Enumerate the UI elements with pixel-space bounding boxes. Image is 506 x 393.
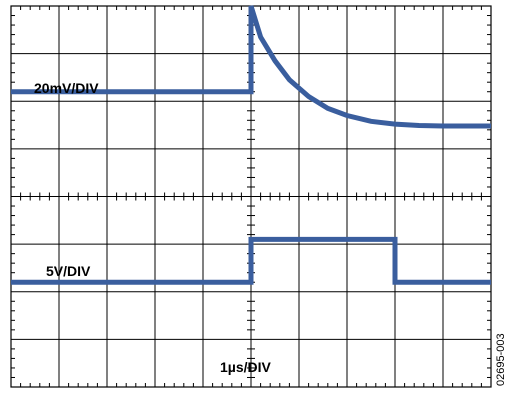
grid [10, 5, 492, 388]
trace-channel-2 [11, 236, 491, 285]
time-scale-label: 1µs/DIV [220, 359, 272, 375]
traces [11, 5, 491, 285]
channel-2-scale-label: 5V/DIV [46, 263, 91, 279]
channel-1-scale-label: 20mV/DIV [34, 80, 99, 96]
figure-code: 02695-003 [495, 333, 506, 386]
trace-channel-1 [11, 5, 491, 129]
